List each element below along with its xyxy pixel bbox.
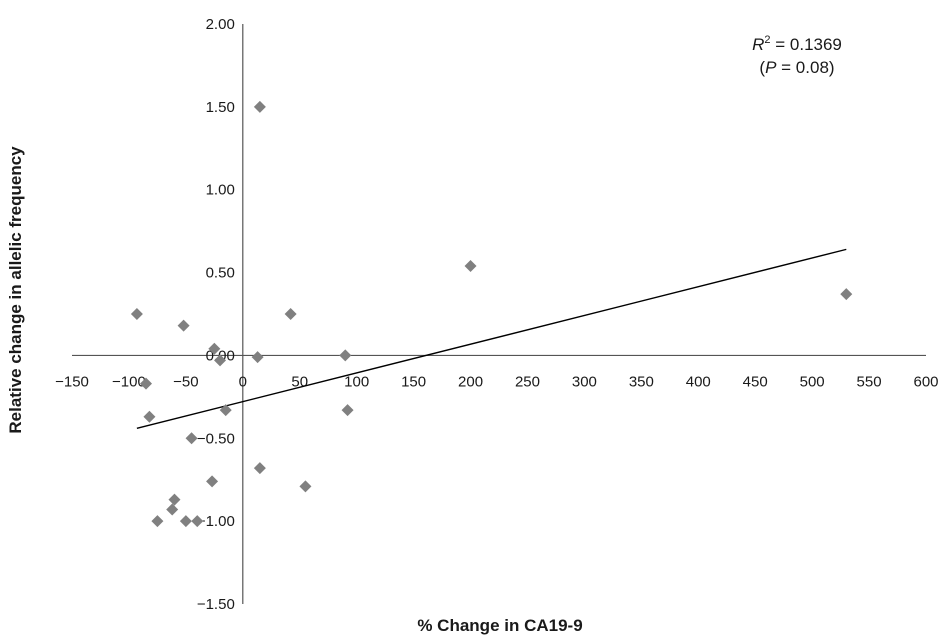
data-point (219, 404, 232, 417)
data-point (143, 410, 156, 423)
data-point (166, 503, 179, 516)
r-squared-value: = 0.1369 (771, 35, 842, 54)
x-tick-label: 450 (743, 373, 768, 390)
x-tick-label: 500 (800, 373, 825, 390)
data-point (206, 475, 219, 488)
x-tick-label: 400 (686, 373, 711, 390)
y-tick-label: 2.00 (206, 16, 235, 33)
r-symbol: R (752, 35, 764, 54)
x-tick-label: 600 (913, 373, 938, 390)
x-tick-label: −50 (173, 373, 198, 390)
x-axis-ticks: −150 −100 −50 0 50 100 150 200 250 300 350 400 450 50… (55, 373, 938, 390)
x-tick-label: 100 (344, 373, 369, 390)
data-point (253, 462, 266, 475)
data-point (177, 319, 190, 332)
y-tick-label: −1.00 (197, 513, 235, 530)
data-points (130, 100, 853, 528)
x-tick-label: −100 (112, 373, 146, 390)
p-value: = 0.08) (776, 58, 834, 77)
x-tick-label: 350 (629, 373, 654, 390)
data-point (168, 493, 181, 506)
trendline (136, 248, 847, 430)
x-tick-label: 250 (515, 373, 540, 390)
x-tick-label: −150 (55, 373, 89, 390)
p-symbol: P (765, 58, 777, 77)
p-value-annotation: (P = 0.08) (759, 58, 834, 77)
y-tick-label: 1.00 (206, 182, 235, 199)
data-point (840, 288, 853, 301)
data-point (140, 377, 153, 390)
data-point (299, 480, 312, 493)
data-point (151, 515, 164, 528)
data-point (251, 351, 264, 364)
data-point (179, 515, 192, 528)
x-tick-label: 150 (401, 373, 426, 390)
y-tick-label: −1.50 (197, 596, 235, 613)
data-point (284, 308, 297, 320)
y-tick-label: 1.50 (206, 99, 235, 116)
data-point (464, 259, 477, 272)
data-point (214, 354, 227, 367)
data-point (185, 432, 198, 445)
y-axis-ticks: 2.001.501.000.500.00−0.50−1.00−1.50 (197, 16, 235, 613)
r-squared-exponent: 2 (764, 34, 770, 46)
r-squared-annotation: R2 = 0.1369 (752, 34, 842, 54)
y-axis-title: Relative change in allelic frequency (6, 146, 25, 434)
y-tick-label: −0.50 (197, 430, 235, 447)
data-point (191, 515, 204, 528)
data-point (130, 308, 143, 320)
data-point (208, 342, 221, 355)
x-tick-label: 200 (458, 373, 483, 390)
x-axis-title: % Change in CA19-9 (417, 616, 582, 635)
x-tick-label: 550 (857, 373, 882, 390)
data-point (253, 100, 266, 113)
x-tick-label: 300 (572, 373, 597, 390)
x-tick-label: 0 (239, 373, 247, 390)
data-point (341, 404, 354, 417)
data-point (339, 349, 352, 362)
y-tick-label: 0.50 (206, 265, 235, 282)
p-open-paren: ( (759, 58, 765, 77)
